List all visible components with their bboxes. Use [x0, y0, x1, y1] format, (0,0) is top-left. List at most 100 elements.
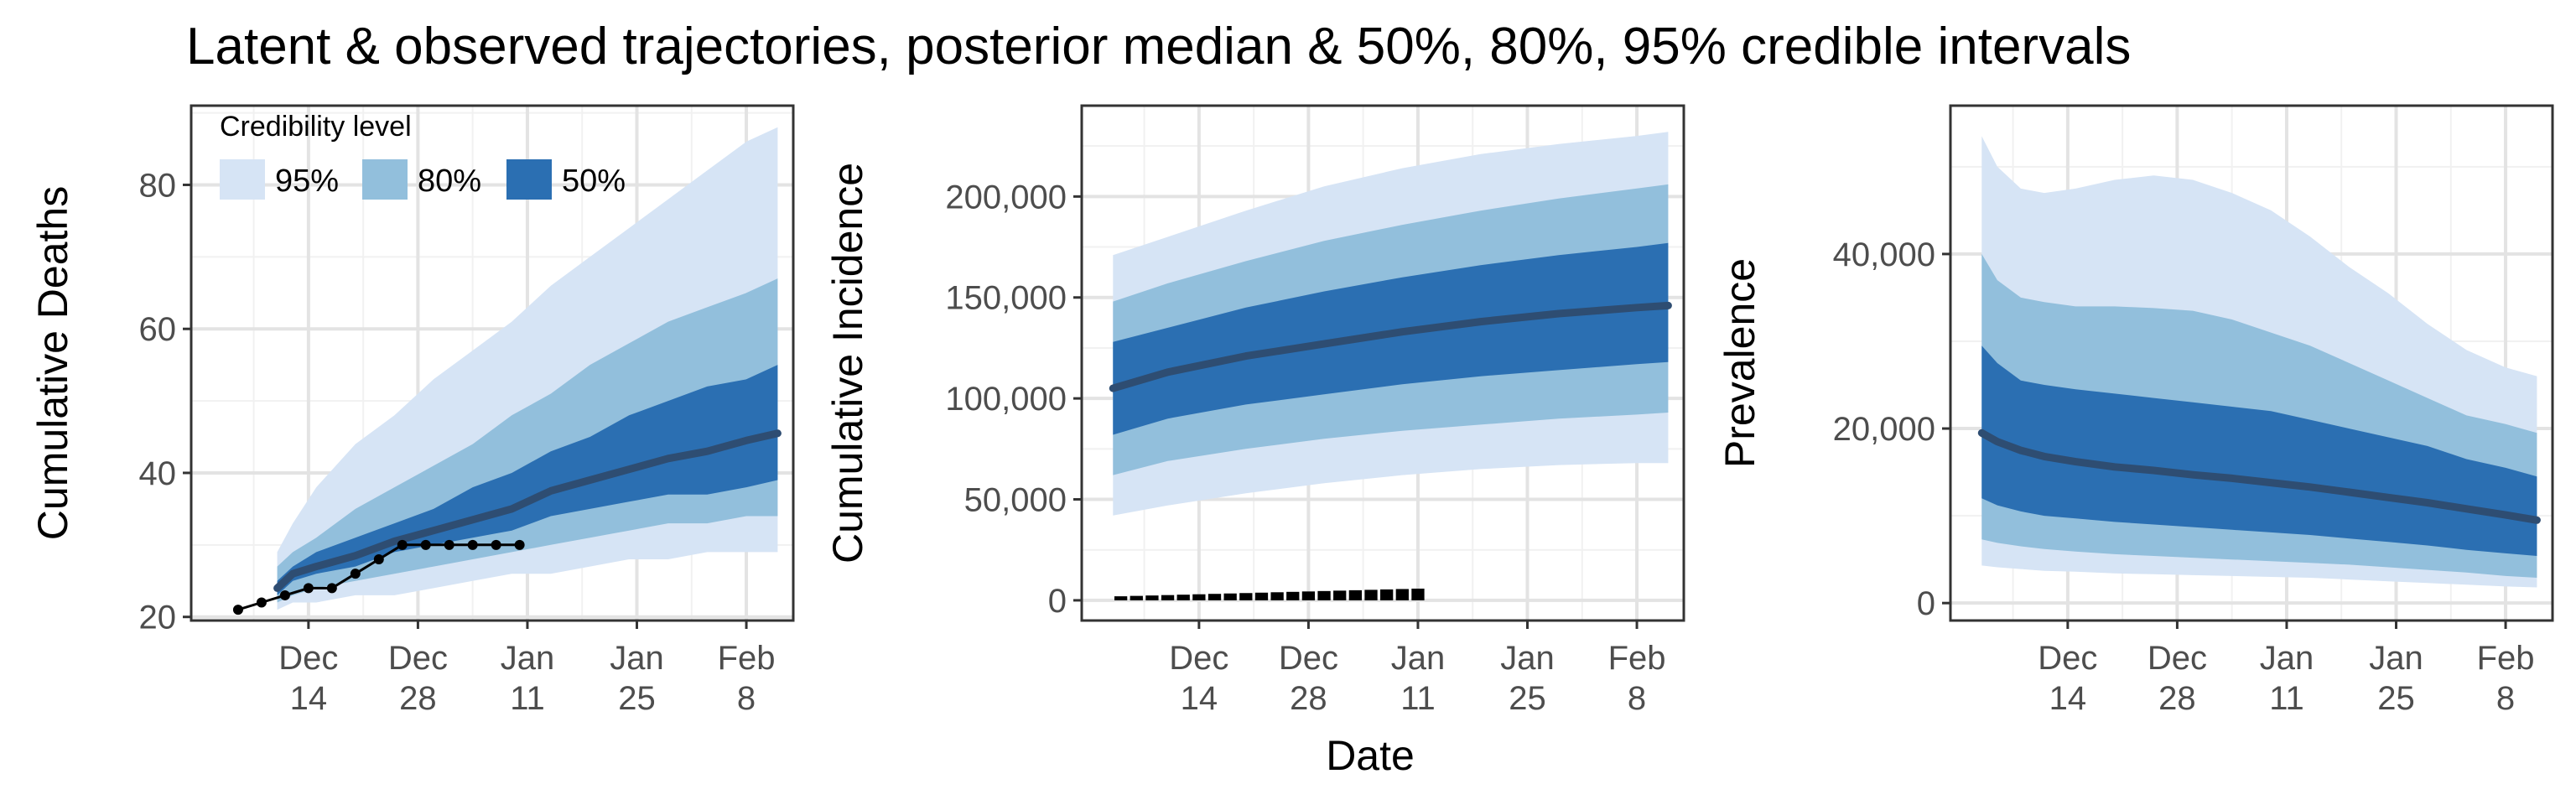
- y-axis-label: Cumulative Incidence: [824, 163, 871, 564]
- y-tick-label: 60: [139, 311, 177, 348]
- legend-label: 80%: [418, 164, 481, 199]
- x-tick-label: 28: [399, 680, 437, 717]
- legend-key-80: [362, 159, 408, 200]
- x-tick-label: Jan: [501, 640, 555, 677]
- observed-point: [444, 539, 454, 550]
- observed-bar: [1161, 595, 1175, 600]
- x-tick-label: Dec: [388, 640, 448, 677]
- x-tick-label: Feb: [2477, 640, 2535, 677]
- observed-bar: [1254, 592, 1269, 600]
- legend-title: Credibility level: [220, 111, 412, 143]
- y-tick-label: 0: [1917, 585, 1935, 622]
- figure-title: Latent & observed trajectories, posterio…: [186, 18, 2131, 75]
- panel-cumulative-deaths: 20406080Dec14Dec28Jan11Jan25Feb8Cumulati…: [29, 104, 795, 717]
- observed-point: [373, 554, 384, 565]
- x-tick-label: Jan: [2369, 640, 2423, 677]
- x-tick-label: 11: [510, 680, 545, 717]
- observed-point: [279, 589, 290, 600]
- x-tick-label: 8: [737, 680, 756, 717]
- observed-bar: [1192, 594, 1206, 600]
- y-axis-label: Prevalence: [1716, 258, 1763, 468]
- y-tick-label: 50,000: [964, 482, 1067, 519]
- y-tick-label: 0: [1048, 583, 1067, 620]
- panel-border: [1080, 104, 1685, 622]
- x-tick-label: Feb: [718, 640, 776, 677]
- observed-bar: [1208, 594, 1222, 600]
- observed-bar: [1348, 589, 1363, 600]
- x-tick-label: 25: [2377, 680, 2415, 717]
- panel-border: [1949, 104, 2554, 622]
- observed-point: [256, 597, 267, 608]
- median-line: [1109, 301, 1672, 392]
- x-tick-label: Jan: [1391, 640, 1446, 677]
- x-tick-label: Dec: [1279, 640, 1338, 677]
- observed-point: [232, 605, 243, 615]
- observed-point: [420, 539, 431, 550]
- x-tick-label: 28: [1290, 680, 1327, 717]
- observed-point: [467, 539, 478, 550]
- legend-key-95: [220, 159, 265, 200]
- x-tick-label: 8: [2496, 680, 2515, 717]
- x-tick-label: 11: [2269, 680, 2304, 717]
- legend-label: 50%: [562, 164, 626, 199]
- panel-prevalence: 020,00040,000Dec14Dec28Jan11Jan25Feb8Pre…: [1716, 104, 2554, 717]
- observed-bar: [1380, 589, 1394, 600]
- y-axis-label: Cumulative Deaths: [29, 186, 76, 540]
- observed-point: [514, 539, 525, 550]
- observed-bar: [1176, 595, 1190, 600]
- observed-bar: [1301, 591, 1316, 600]
- x-tick-label: 14: [1181, 680, 1218, 717]
- observed-bar: [1130, 595, 1143, 600]
- x-tick-label: Jan: [610, 640, 664, 677]
- x-tick-label: Dec: [278, 640, 338, 677]
- x-tick-label: Dec: [2148, 640, 2207, 677]
- observed-bar: [1223, 593, 1237, 600]
- y-tick-label: 20: [139, 600, 177, 636]
- y-tick-label: 150,000: [945, 280, 1067, 317]
- legend-key-50: [506, 159, 552, 200]
- observed-bar: [1239, 593, 1253, 600]
- band-50: [1113, 242, 1669, 435]
- x-tick-label: 11: [1400, 680, 1436, 717]
- observed-point: [397, 539, 408, 550]
- x-tick-label: Dec: [2038, 640, 2097, 677]
- y-tick-label: 100,000: [945, 381, 1067, 418]
- y-tick-label: 40: [139, 455, 177, 492]
- x-tick-label: Jan: [2260, 640, 2314, 677]
- observed-bar: [1411, 588, 1425, 600]
- legend: Credibility level 95% 80% 50%: [220, 111, 626, 200]
- x-tick-label: Dec: [1169, 640, 1228, 677]
- x-tick-label: 28: [2158, 680, 2196, 717]
- observed-bar: [1317, 590, 1331, 600]
- observed-bar: [1114, 596, 1128, 600]
- median-line: [273, 429, 782, 592]
- observed-point: [303, 583, 314, 594]
- y-tick-label: 40,000: [1833, 236, 1935, 273]
- observed-point: [350, 569, 361, 579]
- observed-point: [491, 539, 501, 550]
- panel-border: [190, 104, 795, 622]
- x-tick-label: 25: [1509, 680, 1546, 717]
- x-tick-label: 14: [2049, 680, 2087, 717]
- observed-bar: [1364, 589, 1378, 600]
- y-tick-label: 20,000: [1833, 411, 1935, 448]
- x-tick-label: Feb: [1608, 640, 1666, 677]
- x-tick-label: 25: [618, 680, 656, 717]
- median-line: [1977, 428, 2541, 524]
- observed-bar: [1333, 590, 1347, 600]
- x-axis-label: Date: [1326, 732, 1415, 779]
- observed-point: [326, 583, 337, 594]
- x-tick-label: 14: [290, 680, 328, 717]
- band-50: [1981, 345, 2537, 556]
- observed-bar: [1145, 595, 1159, 600]
- observed-bar: [1286, 591, 1300, 600]
- observed-bar: [1395, 589, 1409, 600]
- panel-cumulative-incidence: 050,000100,000150,000200,000Dec14Dec28Ja…: [824, 104, 1685, 717]
- y-tick-label: 80: [139, 167, 177, 204]
- y-tick-label: 200,000: [945, 179, 1067, 216]
- x-tick-label: 8: [1628, 680, 1646, 717]
- observed-bar: [1270, 592, 1284, 600]
- x-tick-label: Jan: [1500, 640, 1555, 677]
- legend-label: 95%: [275, 164, 339, 199]
